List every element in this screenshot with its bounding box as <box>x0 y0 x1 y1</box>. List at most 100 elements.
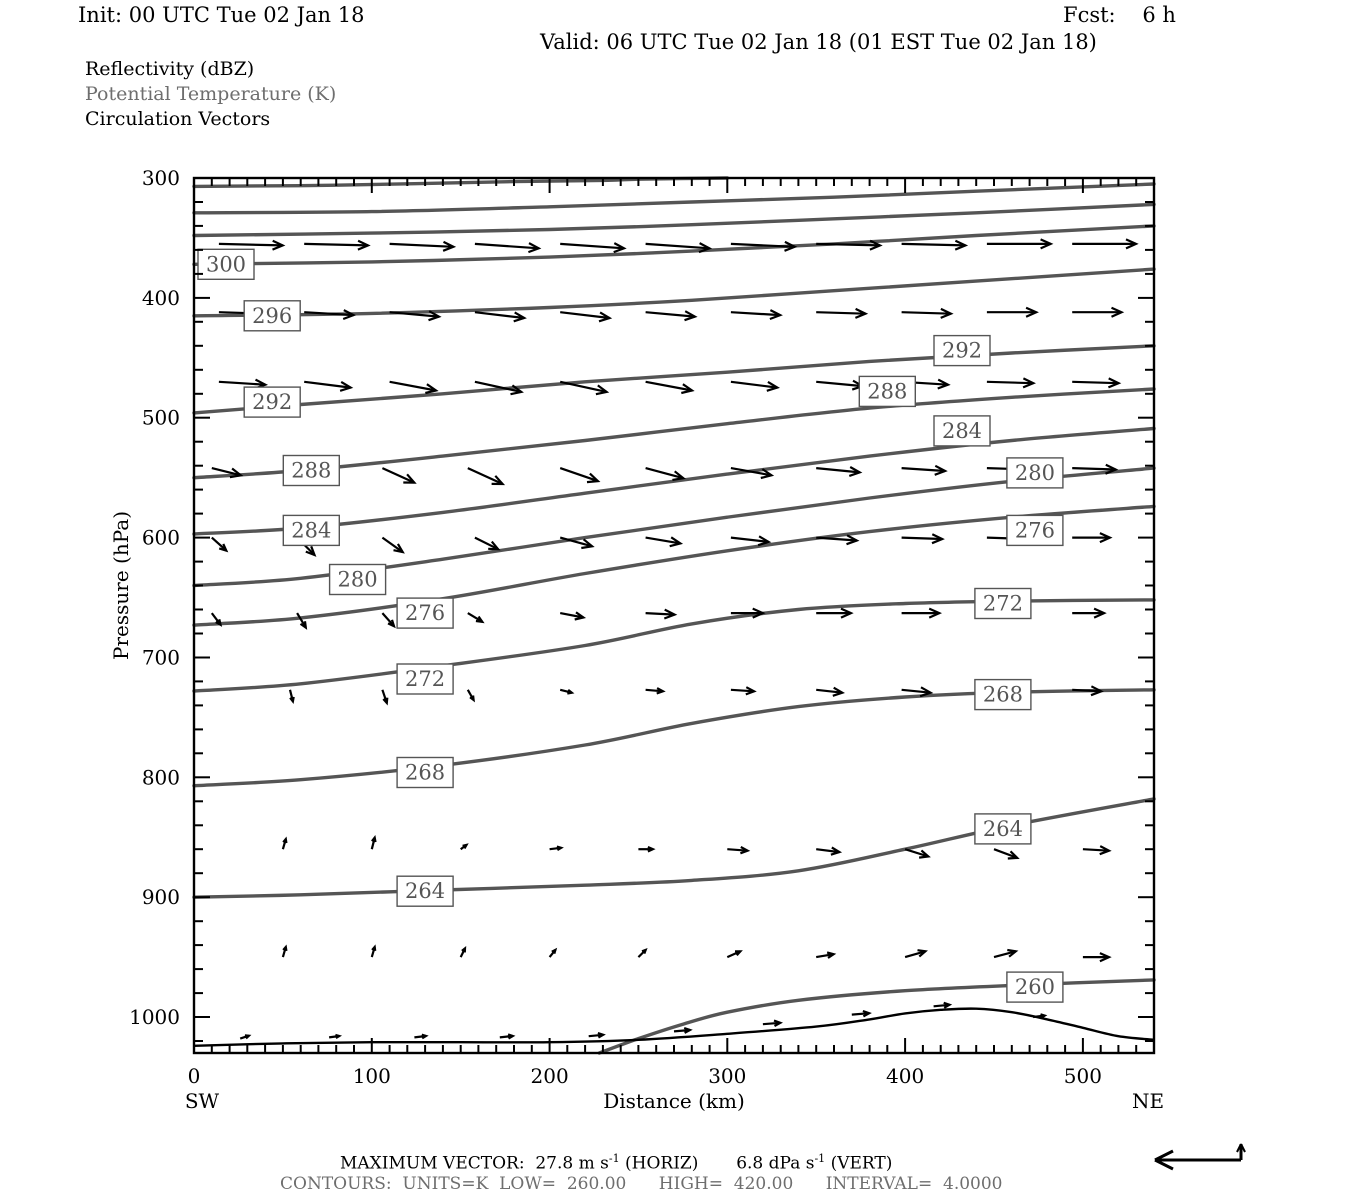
circulation-vector <box>381 536 405 554</box>
circulation-vector <box>466 689 475 703</box>
circulation-vector <box>645 536 684 548</box>
circulation-vectors-group <box>210 238 1139 1040</box>
contour-label-text: 288 <box>291 459 331 483</box>
circulation-vector <box>730 607 766 619</box>
circulation-vector <box>381 467 417 484</box>
x-axis-left-end-label: SW <box>185 1089 220 1113</box>
contour-label: 292 <box>243 386 301 418</box>
y-axis-tick-label: 500 <box>142 406 180 430</box>
contour-label: 280 <box>1006 457 1064 489</box>
circulation-vector <box>467 612 485 624</box>
circulation-vector <box>986 238 1054 250</box>
contour-label-text: 268 <box>983 683 1023 707</box>
circulation-vector <box>588 1031 606 1039</box>
contour-label-text: 280 <box>1015 461 1055 485</box>
circulation-vector <box>904 848 931 859</box>
contour-label: 288 <box>282 454 340 487</box>
contour-line <box>597 978 1156 1055</box>
contour-label: 268 <box>396 756 454 789</box>
circulation-vector <box>1072 238 1139 250</box>
circulation-vector <box>239 1034 252 1040</box>
circulation-vector <box>645 310 698 322</box>
circulation-vector <box>645 242 713 254</box>
contour-label-text: 292 <box>252 390 292 414</box>
contour-label-text: 260 <box>1015 975 1055 999</box>
circulation-vector <box>816 686 845 697</box>
contours-low-value: 260.00 <box>566 1174 627 1194</box>
contour-labels-group: 300 296 292 288 284 280 276 272 268 264 292 288 284 2… <box>197 248 1064 1003</box>
circulation-vector <box>1082 845 1112 856</box>
max-vector-vert-tag: (VERT) <box>830 1153 893 1174</box>
contour-label: 268 <box>974 678 1032 711</box>
contour-line <box>192 224 1156 266</box>
reference-vector-arrow-icon <box>1154 1143 1246 1171</box>
circulation-vector <box>816 951 837 959</box>
circulation-vector <box>549 845 564 852</box>
contour-label: 300 <box>197 248 255 281</box>
y-axis-tick-label: 800 <box>142 765 180 789</box>
contour-label-text: 280 <box>338 568 378 592</box>
circulation-vector <box>296 612 308 630</box>
circulation-vector <box>901 533 945 545</box>
y-axis-tick-label: 700 <box>142 646 180 670</box>
circulation-vector <box>816 466 863 477</box>
contour-label: 280 <box>328 563 387 596</box>
contour-line <box>192 504 1156 627</box>
contour-line <box>192 466 1156 588</box>
circulation-vector <box>288 689 295 705</box>
axes-group: 300 400 500 600 700 800 900 1000 0 100 200 300 400 50… <box>109 166 1164 1113</box>
contour-label-text: 272 <box>405 667 445 691</box>
contour-label: 272 <box>974 587 1032 620</box>
contour-label: 272 <box>396 663 454 695</box>
contour-label: 292 <box>933 334 991 367</box>
contour-label-text: 264 <box>405 879 445 903</box>
contour-label: 296 <box>243 300 301 332</box>
circulation-vector <box>1032 1013 1048 1019</box>
circulation-vector <box>1072 685 1104 697</box>
circulation-vector <box>460 843 469 851</box>
circulation-vector <box>645 687 666 695</box>
y-axis-tick-label: 600 <box>142 526 180 550</box>
circulation-vector <box>993 948 1019 959</box>
x-axis-tick-label: 100 <box>353 1064 391 1088</box>
circulation-vector <box>389 310 442 322</box>
y-axis-tick-label: 1000 <box>129 1005 180 1029</box>
circulation-vector <box>1072 532 1113 544</box>
max-vector-horiz-exponent: -1 <box>608 1152 620 1165</box>
forecast-hour-text: Fcst: 6 h <box>1063 3 1176 27</box>
contour-label-text: 284 <box>942 419 982 443</box>
contours-units: UNITS=K <box>402 1174 489 1194</box>
terrain-line <box>193 1007 1155 1047</box>
contour-label-text: 272 <box>983 592 1023 616</box>
contour-line <box>192 344 1156 415</box>
y-axis-tick-label: 400 <box>142 286 180 310</box>
circulation-vector <box>389 240 457 252</box>
circulation-vector <box>548 947 558 958</box>
circulation-vector <box>474 311 527 323</box>
circulation-vector <box>211 467 244 479</box>
circulation-vector <box>816 307 869 319</box>
circulation-vector <box>904 949 928 959</box>
contour-line <box>192 182 1156 215</box>
max-vector-footer: MAXIMUM VECTOR: 27.8 m s-1 (HORIZ) 6.8 d… <box>340 1152 892 1174</box>
circulation-vector <box>901 686 934 698</box>
circulation-vector <box>381 689 389 706</box>
circulation-vector <box>559 536 595 550</box>
circulation-vector <box>645 467 686 481</box>
circulation-vector <box>559 467 601 484</box>
circulation-vector <box>986 306 1039 318</box>
circulation-vector <box>762 1019 783 1027</box>
circulation-vector <box>499 1033 516 1040</box>
contour-label: 284 <box>933 415 991 447</box>
contour-label-text: 284 <box>291 518 331 542</box>
circulation-vector <box>673 1026 693 1034</box>
circulation-vector <box>210 612 223 627</box>
circulation-vector <box>816 607 854 619</box>
contour-label-text: 276 <box>1015 518 1055 542</box>
contour-label: 284 <box>282 514 340 547</box>
circulation-vector <box>726 950 743 959</box>
contour-label-text: 300 <box>206 252 246 276</box>
circulation-vector <box>816 534 860 546</box>
